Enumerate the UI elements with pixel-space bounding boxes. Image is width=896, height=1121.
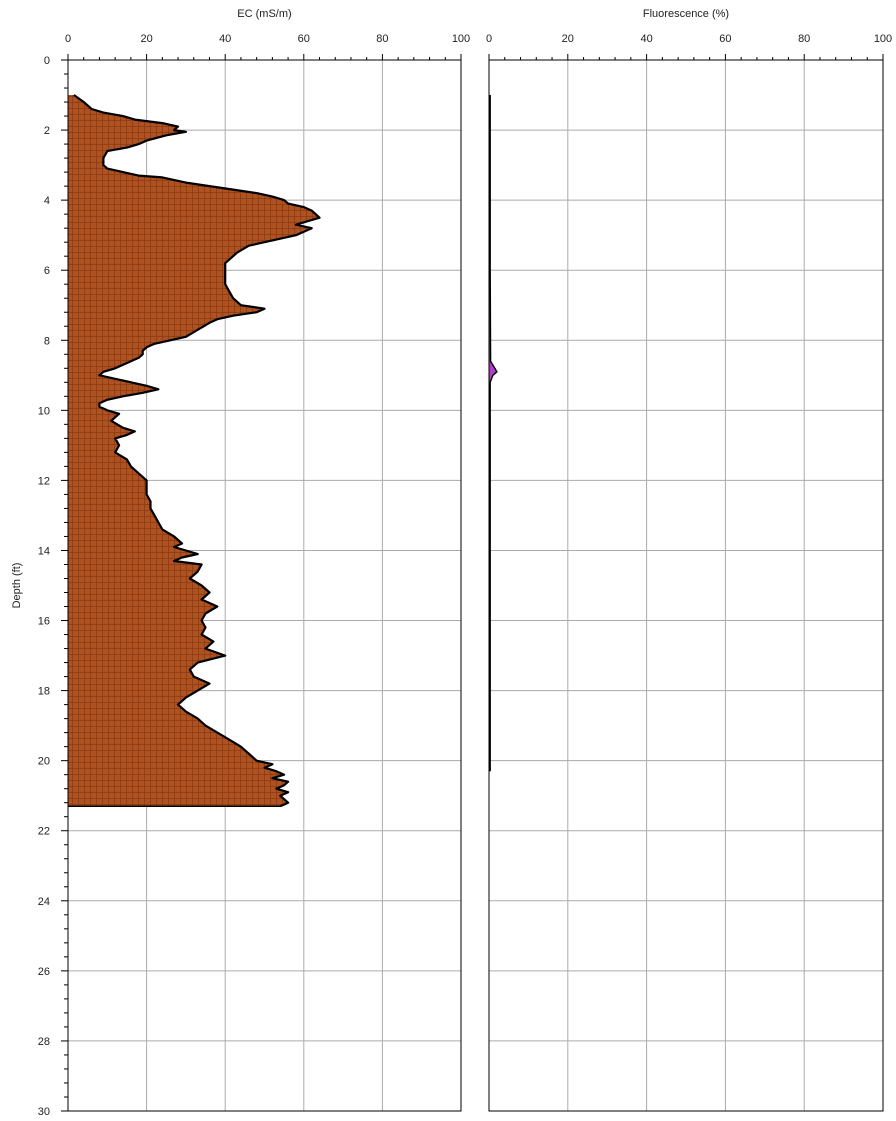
ec-x-ticks: 0 20 40 60 80 100 — [65, 33, 470, 60]
depth-tick-label: 26 — [38, 966, 50, 978]
depth-tick-label: 28 — [38, 1036, 50, 1048]
fl-x-tick-label: 60 — [719, 33, 731, 45]
depth-tick-label: 16 — [38, 616, 50, 628]
fl-x-tick-label: 0 — [486, 33, 492, 45]
ec-x-tick-label: 20 — [140, 33, 152, 45]
fluorescence-grid — [488, 59, 884, 1112]
fluorescence-x-ticks: 0 20 40 60 80 100 — [486, 33, 892, 60]
ec-x-tick-label: 80 — [376, 33, 388, 45]
depth-tick-label: 20 — [38, 756, 50, 768]
depth-tick-label: 14 — [38, 545, 50, 557]
fluorescence-panel: 0 20 40 60 80 100 Fluorescence (%) — [486, 8, 892, 1112]
depth-tick-label: 10 — [38, 405, 50, 417]
ec-x-tick-label: 60 — [298, 33, 310, 45]
depth-tick-label: 18 — [38, 686, 50, 698]
ec-line — [73, 94, 321, 808]
ec-x-tick-label: 0 — [65, 33, 71, 45]
ec-panel: 0 20 40 60 80 100 024681012141618202224262830… — [11, 8, 470, 1118]
fluorescence-frame — [488, 59, 884, 1112]
fl-x-tick-label: 20 — [562, 33, 574, 45]
depth-tick-label: 2 — [44, 125, 50, 137]
depth-tick-label: 30 — [38, 1106, 50, 1118]
ec-x-axis-label: EC (mS/m) — [237, 8, 291, 20]
ec-frame — [67, 59, 462, 1112]
depth-tick-label: 12 — [38, 475, 50, 487]
fl-x-tick-label: 100 — [874, 33, 892, 45]
fluorescence-line — [489, 95, 498, 772]
depth-tick-label: 22 — [38, 826, 50, 838]
depth-axis-label: Depth (ft) — [11, 563, 23, 609]
fluorescence-x-axis-label: Fluorescence (%) — [643, 8, 729, 20]
ec-data — [68, 94, 321, 808]
fl-x-tick-label: 40 — [640, 33, 652, 45]
fl-x-tick-label: 80 — [798, 33, 810, 45]
fluorescence-data — [489, 95, 498, 772]
ec-x-tick-label: 40 — [219, 33, 231, 45]
ec-area — [68, 95, 320, 807]
depth-tick-label: 6 — [44, 265, 50, 277]
ec-x-tick-label: 100 — [452, 33, 470, 45]
depth-tick-label: 4 — [44, 195, 50, 207]
depth-tick-label: 0 — [44, 55, 50, 67]
depth-tick-label: 8 — [44, 335, 50, 347]
depth-tick-label: 24 — [38, 896, 50, 908]
